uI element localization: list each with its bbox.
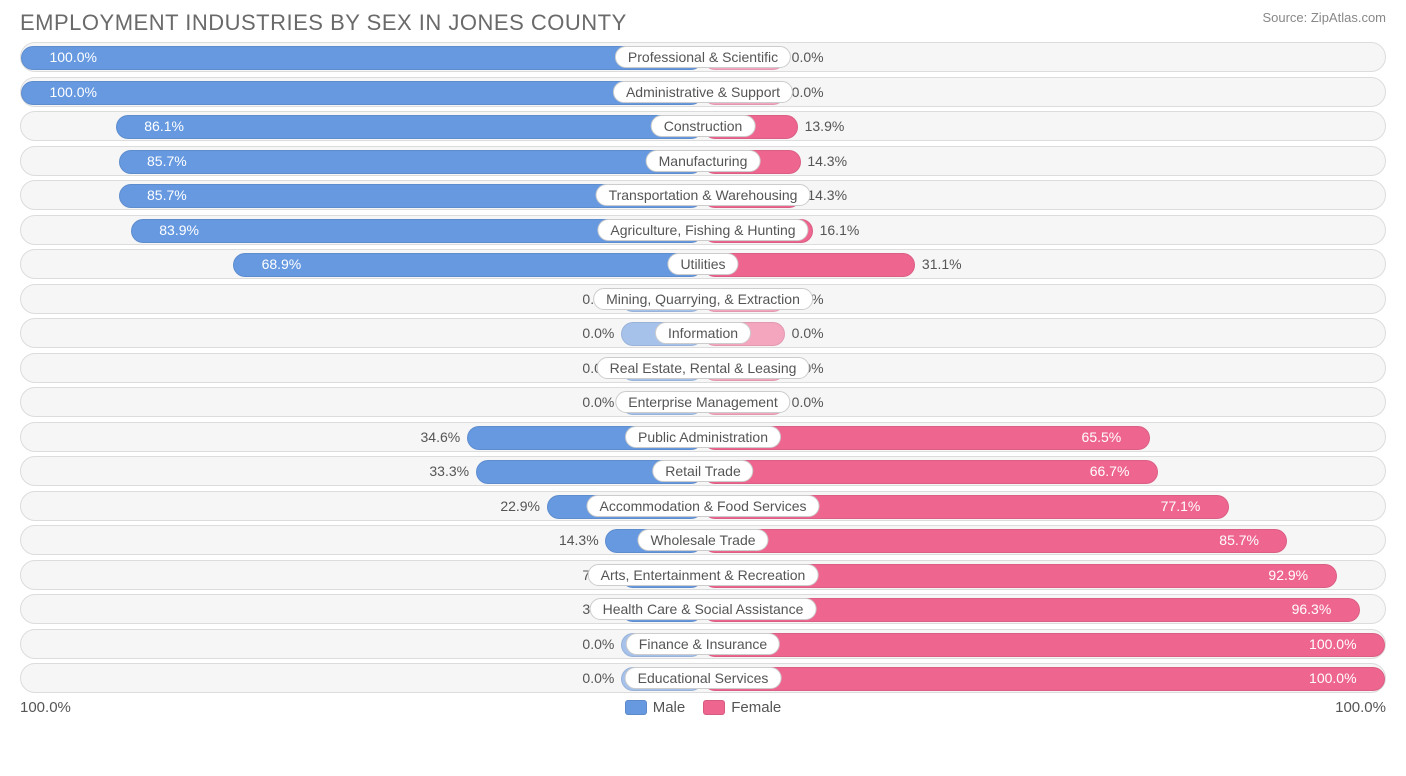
chart-row: 0.0% 100.0% Finance & Insurance: [20, 629, 1386, 659]
female-bar: [703, 633, 1385, 657]
swatch-female: [703, 700, 725, 715]
axis-right-label: 100.0%: [1335, 699, 1386, 716]
chart-row: 22.9% 77.1% Accommodation & Food Services: [20, 491, 1386, 521]
axis-left-label: 100.0%: [20, 699, 71, 716]
chart-row: 0.0% 0.0%Enterprise Management: [20, 387, 1386, 417]
female-pct: 14.3%: [807, 153, 847, 169]
chart-row: 3.7%96.3%Health Care & Social Assistance: [20, 594, 1386, 624]
category-label: Transportation & Warehousing: [596, 184, 811, 206]
female-pct: 16.1%: [820, 222, 860, 238]
female-pct: 0.0%: [792, 394, 824, 410]
female-pct: 0.0%: [792, 49, 824, 65]
category-label: Retail Trade: [652, 460, 753, 482]
chart-row: 100.0% 0.0%Administrative & Support: [20, 77, 1386, 107]
male-pct: 0.0%: [582, 394, 614, 410]
female-pct: 85.7%: [1219, 532, 1267, 548]
chart-row: 14.3% 85.7% Wholesale Trade: [20, 525, 1386, 555]
female-pct: 66.7%: [1090, 463, 1138, 479]
category-label: Agriculture, Fishing & Hunting: [597, 219, 808, 241]
chart-footer: 100.0% Male Female 100.0%: [20, 699, 1386, 716]
chart-title: EMPLOYMENT INDUSTRIES BY SEX IN JONES CO…: [20, 10, 627, 36]
male-bar: [21, 81, 703, 105]
male-pct: 22.9%: [500, 498, 540, 514]
male-pct: 85.7%: [139, 187, 187, 203]
chart-row: 68.9% 31.1% Utilities: [20, 249, 1386, 279]
male-bar: [119, 150, 703, 174]
category-label: Utilities: [667, 253, 738, 275]
category-label: Real Estate, Rental & Leasing: [597, 357, 810, 379]
chart-row: 85.7% 14.3% Manufacturing: [20, 146, 1386, 176]
category-label: Information: [655, 322, 751, 344]
female-pct: 92.9%: [1268, 567, 1316, 583]
category-label: Finance & Insurance: [626, 633, 780, 655]
category-label: Arts, Entertainment & Recreation: [588, 564, 819, 586]
male-bar: [21, 46, 703, 70]
legend-label-male: Male: [653, 699, 686, 716]
male-pct: 0.0%: [582, 325, 614, 341]
male-pct: 68.9%: [254, 256, 302, 272]
chart-row: 0.0%0.0%Mining, Quarrying, & Extraction: [20, 284, 1386, 314]
male-pct: 83.9%: [151, 222, 199, 238]
category-label: Health Care & Social Assistance: [590, 598, 817, 620]
category-label: Manufacturing: [646, 150, 761, 172]
male-pct: 86.1%: [136, 118, 184, 134]
male-pct: 0.0%: [582, 670, 614, 686]
male-pct: 14.3%: [559, 532, 599, 548]
legend: Male Female: [625, 699, 782, 716]
female-pct: 0.0%: [792, 84, 824, 100]
category-label: Enterprise Management: [615, 391, 790, 413]
male-pct: 85.7%: [139, 153, 187, 169]
female-pct: 77.1%: [1161, 498, 1209, 514]
category-label: Construction: [651, 115, 756, 137]
chart-row: 85.7% 14.3%Transportation & Warehousing: [20, 180, 1386, 210]
female-pct: 31.1%: [922, 256, 962, 272]
chart-row: 0.0% 100.0% Educational Services: [20, 663, 1386, 693]
category-label: Educational Services: [625, 667, 782, 689]
female-pct: 65.5%: [1082, 429, 1130, 445]
male-pct: 100.0%: [41, 84, 96, 100]
chart-row: 0.0% 0.0% Information: [20, 318, 1386, 348]
male-pct: 0.0%: [582, 636, 614, 652]
category-label: Wholesale Trade: [637, 529, 768, 551]
chart-row: 86.1% 13.9% Construction: [20, 111, 1386, 141]
chart-row: 0.0%0.0%Real Estate, Rental & Leasing: [20, 353, 1386, 383]
male-bar: [233, 253, 703, 277]
category-label: Accommodation & Food Services: [587, 495, 820, 517]
legend-item-female: Female: [703, 699, 781, 716]
female-pct: 0.0%: [792, 325, 824, 341]
chart-row: 100.0% 0.0%Professional & Scientific: [20, 42, 1386, 72]
diverging-bar-chart: 100.0%0.0%Professional & Scientific100.0…: [20, 42, 1386, 693]
category-label: Administrative & Support: [613, 81, 793, 103]
swatch-male: [625, 700, 647, 715]
category-label: Mining, Quarrying, & Extraction: [593, 288, 813, 310]
female-pct: 13.9%: [805, 118, 845, 134]
chart-row: 7.1%92.9%Arts, Entertainment & Recreatio…: [20, 560, 1386, 590]
chart-row: 83.9% 16.1% Agriculture, Fishing & Hunting: [20, 215, 1386, 245]
female-pct: 100.0%: [1309, 670, 1364, 686]
female-pct: 100.0%: [1309, 636, 1364, 652]
male-pct: 34.6%: [421, 429, 461, 445]
male-pct: 33.3%: [429, 463, 469, 479]
chart-row: 34.6% 65.5% Public Administration: [20, 422, 1386, 452]
category-label: Public Administration: [625, 426, 781, 448]
female-bar: [703, 667, 1385, 691]
legend-item-male: Male: [625, 699, 686, 716]
female-pct: 14.3%: [807, 187, 847, 203]
category-label: Professional & Scientific: [615, 46, 791, 68]
male-bar: [116, 115, 703, 139]
chart-source: Source: ZipAtlas.com: [1262, 10, 1386, 25]
female-bar: [703, 529, 1287, 553]
female-pct: 96.3%: [1292, 601, 1340, 617]
chart-row: 33.3% 66.7% Retail Trade: [20, 456, 1386, 486]
male-pct: 100.0%: [41, 49, 96, 65]
legend-label-female: Female: [731, 699, 781, 716]
chart-header: EMPLOYMENT INDUSTRIES BY SEX IN JONES CO…: [20, 10, 1386, 36]
